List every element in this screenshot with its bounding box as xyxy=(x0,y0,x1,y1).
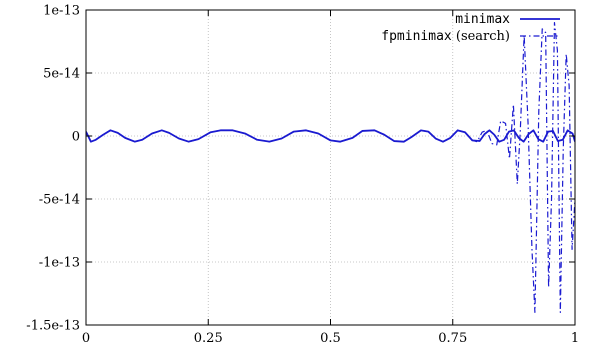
y-tick-label: -5e-14 xyxy=(39,193,80,208)
y-tick-label: 1e-13 xyxy=(43,4,80,19)
legend-name: fpminimax xyxy=(381,29,452,44)
y-tick-label: -1.5e-13 xyxy=(26,319,80,334)
x-tick-label: 0 xyxy=(82,331,90,346)
grid xyxy=(86,10,575,325)
legend-entry-minimax: minimax xyxy=(455,12,510,27)
legend-suffix: (search) xyxy=(452,29,510,44)
x-tick-label: 0.5 xyxy=(320,331,341,346)
x-tick-label: 1 xyxy=(571,331,579,346)
y-tick-label: 0 xyxy=(72,130,80,145)
legend-entry-fpminimax: fpminimax (search) xyxy=(381,29,510,44)
legend-name: minimax xyxy=(455,12,510,27)
x-tick-label: 0.25 xyxy=(194,331,223,346)
ticks: 0 0.25 0.5 0.75 1 1e-13 5e-14 0 -5e-14 -1e-13 -1.5… xyxy=(26,4,579,347)
series-line-minimax xyxy=(86,129,575,143)
y-tick-label: 5e-14 xyxy=(43,67,80,82)
y-tick-label: -1e-13 xyxy=(39,256,80,271)
x-tick-label: 0.75 xyxy=(438,331,467,346)
series-layer xyxy=(86,22,575,313)
